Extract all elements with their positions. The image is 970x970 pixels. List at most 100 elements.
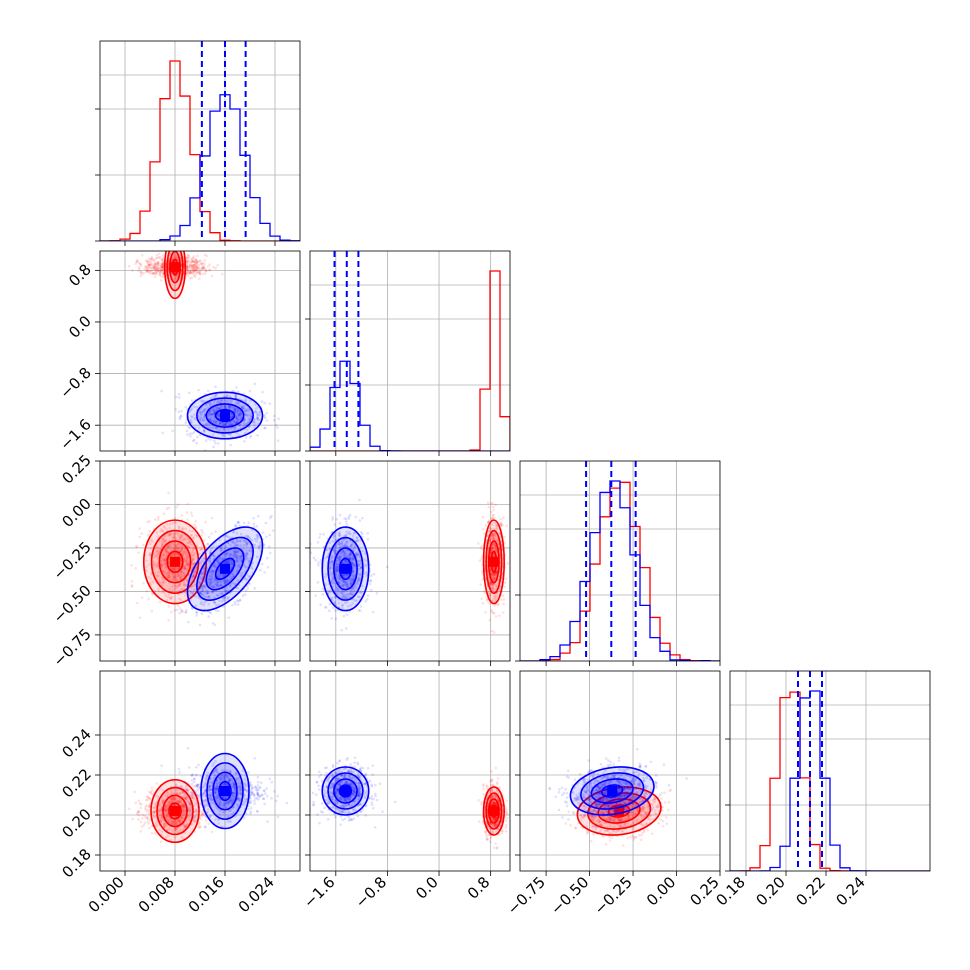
scatter-point <box>219 399 223 403</box>
scatter-point <box>191 267 194 271</box>
scatter-point <box>353 546 356 549</box>
scatter-point <box>239 532 243 536</box>
scatter-point <box>178 549 182 553</box>
scatter-point <box>194 258 198 262</box>
scatter-point <box>259 541 262 544</box>
scatter-point <box>205 595 208 599</box>
scatter-point <box>210 569 213 572</box>
scatter-point <box>171 535 175 539</box>
scatter-point <box>189 261 193 264</box>
scatter-point <box>329 564 333 568</box>
scatter-point <box>184 591 188 594</box>
scatter-point <box>167 819 171 822</box>
scatter-point <box>154 270 157 273</box>
scatter-point <box>174 544 177 548</box>
scatter-point <box>179 800 183 804</box>
scatter-point <box>155 254 158 257</box>
scatter-point <box>186 553 190 557</box>
scatter-point <box>215 559 219 563</box>
scatter-point <box>245 422 248 426</box>
scatter-point <box>172 803 175 807</box>
scatter-point <box>167 572 171 576</box>
scatter-point <box>209 580 212 584</box>
scatter-point <box>157 550 161 554</box>
scatter-point <box>176 547 179 551</box>
scatter-point <box>204 408 207 411</box>
scatter-point <box>334 552 337 555</box>
scatter-point <box>180 534 184 537</box>
scatter-point <box>344 581 348 585</box>
scatter-point <box>180 835 184 839</box>
scatter-point <box>165 507 169 511</box>
scatter-point <box>230 399 233 403</box>
y-tick-label: −1.6 <box>56 415 94 453</box>
scatter-point <box>206 406 210 410</box>
scatter-point <box>161 537 164 541</box>
scatter-point <box>161 256 165 260</box>
scatter-point <box>192 574 196 578</box>
scatter-point <box>502 598 506 601</box>
scatter-point <box>344 533 348 537</box>
scatter-point <box>365 571 368 575</box>
scatter-point <box>143 267 146 271</box>
scatter-point <box>198 823 201 826</box>
scatter-point <box>163 558 167 562</box>
scatter-point <box>235 559 239 563</box>
scatter-point <box>203 601 206 604</box>
scatter-point <box>232 574 235 578</box>
scatter-point <box>202 603 206 607</box>
scatter-point <box>146 817 150 821</box>
scatter-point <box>272 419 276 422</box>
scatter-point <box>159 270 163 273</box>
scatter-point <box>345 580 348 584</box>
scatter-point <box>493 544 497 548</box>
scatter-point <box>346 604 350 608</box>
scatter-point <box>252 421 255 424</box>
scatter-point <box>185 267 189 271</box>
scatter-point <box>178 818 181 822</box>
scatter-point <box>263 426 266 430</box>
scatter-point <box>168 523 172 526</box>
scatter-point <box>161 263 164 267</box>
scatter-point <box>354 584 357 588</box>
scatter-point <box>238 524 242 528</box>
scatter-point <box>150 262 153 266</box>
scatter-point <box>170 553 174 556</box>
scatter-point <box>357 608 361 612</box>
scatter-point <box>202 419 206 422</box>
scatter-point <box>155 574 159 577</box>
scatter-point <box>144 816 147 819</box>
scatter-point <box>330 560 334 564</box>
scatter-point <box>337 574 341 578</box>
scatter-point <box>148 260 151 264</box>
scatter-point <box>269 516 272 520</box>
scatter-point <box>196 254 199 258</box>
scatter-point <box>157 589 161 593</box>
scatter-point <box>495 523 499 527</box>
scatter-point <box>239 412 242 416</box>
scatter-point <box>166 545 169 548</box>
scatter-point <box>484 524 488 527</box>
scatter-point <box>354 586 358 590</box>
scatter-point <box>185 262 189 265</box>
scatter-point <box>192 263 195 267</box>
scatter-point <box>199 817 203 820</box>
scatter-point <box>243 539 247 542</box>
scatter-point <box>182 581 186 585</box>
scatter-point <box>182 806 185 809</box>
scatter-point <box>194 525 197 529</box>
scatter-point <box>485 599 489 602</box>
scatter-point <box>168 543 172 547</box>
scatter-point <box>197 563 200 566</box>
scatter-point <box>139 802 143 806</box>
scatter-point <box>158 581 162 585</box>
scatter-point <box>214 266 218 270</box>
scatter-point <box>178 583 181 587</box>
scatter-point <box>335 570 339 573</box>
scatter-point <box>186 789 190 792</box>
scatter-point <box>188 266 191 270</box>
scatter-point <box>201 261 205 265</box>
scatter-point <box>218 599 221 603</box>
scatter-point <box>203 449 207 451</box>
scatter-point <box>162 553 165 557</box>
